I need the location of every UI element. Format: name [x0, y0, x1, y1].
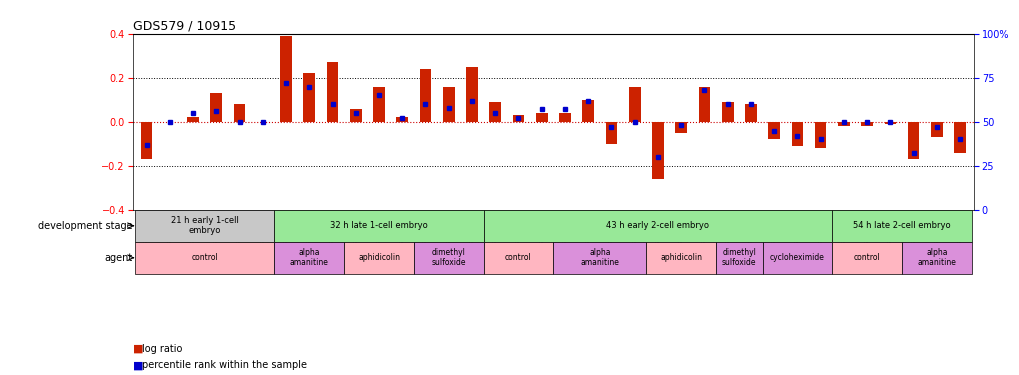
Text: aphidicolin: aphidicolin — [358, 253, 399, 262]
FancyBboxPatch shape — [832, 242, 901, 274]
Bar — [582, 100, 593, 122]
Text: alpha
amanitine: alpha amanitine — [916, 248, 956, 267]
Bar — [930, 122, 942, 137]
Bar — [350, 108, 361, 122]
FancyBboxPatch shape — [274, 242, 343, 274]
Bar — [489, 102, 500, 122]
Bar — [304, 74, 315, 122]
Text: aphidicolin: aphidicolin — [659, 253, 701, 262]
FancyBboxPatch shape — [414, 242, 483, 274]
FancyBboxPatch shape — [715, 242, 762, 274]
FancyBboxPatch shape — [483, 242, 552, 274]
Bar — [605, 122, 616, 144]
Text: dimethyl
sulfoxide: dimethyl sulfoxide — [721, 248, 756, 267]
Bar — [791, 122, 802, 146]
Bar — [187, 117, 199, 122]
Bar — [233, 104, 246, 122]
Bar — [513, 115, 524, 122]
Bar — [396, 117, 408, 122]
Text: development stage: development stage — [38, 221, 132, 231]
FancyBboxPatch shape — [762, 242, 832, 274]
Text: log ratio: log ratio — [142, 344, 182, 354]
FancyBboxPatch shape — [901, 242, 971, 274]
Text: dimethyl
sulfoxide: dimethyl sulfoxide — [431, 248, 466, 267]
Bar — [326, 62, 338, 122]
Bar — [698, 87, 709, 122]
Bar — [721, 102, 733, 122]
Bar — [280, 36, 291, 122]
Bar — [860, 122, 872, 126]
Text: 43 h early 2-cell embryo: 43 h early 2-cell embryo — [606, 221, 709, 230]
Text: cycloheximide: cycloheximide — [769, 253, 824, 262]
Text: control: control — [853, 253, 879, 262]
FancyBboxPatch shape — [343, 242, 414, 274]
FancyBboxPatch shape — [646, 242, 715, 274]
Bar — [651, 122, 663, 179]
Bar — [675, 122, 687, 133]
Text: control: control — [504, 253, 531, 262]
Text: GDS579 / 10915: GDS579 / 10915 — [132, 20, 235, 33]
Bar — [838, 122, 849, 126]
Bar — [883, 122, 896, 124]
Bar — [767, 122, 780, 140]
Bar — [442, 87, 454, 122]
Text: 54 h late 2-cell embryo: 54 h late 2-cell embryo — [852, 221, 950, 230]
Bar — [535, 113, 547, 122]
Bar — [629, 87, 640, 122]
Bar — [558, 113, 571, 122]
FancyBboxPatch shape — [135, 210, 274, 242]
Bar — [373, 87, 384, 122]
Bar — [745, 104, 756, 122]
FancyBboxPatch shape — [135, 242, 274, 274]
Text: percentile rank within the sample: percentile rank within the sample — [142, 360, 307, 370]
FancyBboxPatch shape — [832, 210, 971, 242]
Text: 21 h early 1-cell
embryο: 21 h early 1-cell embryο — [170, 216, 238, 236]
Text: agent: agent — [105, 253, 132, 263]
FancyBboxPatch shape — [552, 242, 646, 274]
FancyBboxPatch shape — [483, 210, 832, 242]
Text: control: control — [192, 253, 218, 262]
Bar — [210, 93, 222, 122]
Bar — [466, 67, 477, 122]
Bar — [907, 122, 918, 159]
Text: alpha
amanitine: alpha amanitine — [289, 248, 328, 267]
Text: ■: ■ — [132, 360, 143, 370]
Bar — [419, 69, 431, 122]
Text: ■: ■ — [132, 344, 143, 354]
Text: alpha
amanitine: alpha amanitine — [580, 248, 619, 267]
Bar — [954, 122, 965, 153]
Bar — [141, 122, 152, 159]
Text: 32 h late 1-cell embryo: 32 h late 1-cell embryo — [330, 221, 427, 230]
FancyBboxPatch shape — [274, 210, 483, 242]
Bar — [814, 122, 825, 148]
